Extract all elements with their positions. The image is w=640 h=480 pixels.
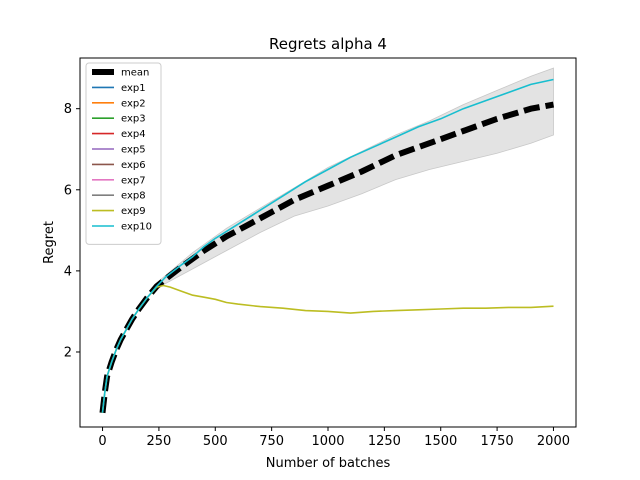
y-axis-label: Regret [42,221,57,264]
x-axis-label: Number of batches [266,456,391,471]
x-tick-label: 1000 [311,434,344,449]
x-tick-label: 1250 [368,434,401,449]
exp5-legend-label: exp5 [121,145,146,156]
x-tick-label: 250 [146,434,171,449]
x-tick-label: 500 [203,434,228,449]
legend-box [85,62,162,245]
y-tick-label: 6 [64,183,72,198]
y-axis: 2 4 6 8 [64,102,80,360]
x-tick-label: 2000 [537,434,570,449]
exp7-legend-label: exp7 [121,175,146,186]
exp9-legend-label: exp9 [121,206,146,217]
exp2-legend-label: exp2 [121,98,146,109]
y-tick-label: 4 [64,264,72,279]
y-tick-label: 2 [64,345,72,360]
exp10-line [101,78,554,413]
exp4-legend-label: exp4 [121,129,146,140]
x-axis: 0 250 500 750 1000 1250 1500 1750 2000 [98,427,570,449]
chart-title: Regrets alpha 4 [269,35,387,53]
exp6-legend-label: exp6 [121,160,146,171]
x-tick-label: 1500 [424,434,457,449]
exp8-legend-label: exp8 [121,191,146,202]
x-tick-label: 750 [259,434,284,449]
exp10-legend-label: exp10 [121,222,152,233]
mean-legend-label: mean [121,68,149,79]
plot-area [99,67,555,414]
x-tick-label: 1750 [481,434,514,449]
y-tick-label: 8 [64,102,72,117]
exp3-legend-label: exp3 [121,114,146,125]
x-tick-label: 0 [98,434,106,449]
legend: mean exp1 exp2 exp3 exp4 exp5 exp6 exp7 exp8 exp9… [85,62,162,245]
exp1-legend-label: exp1 [121,83,146,94]
